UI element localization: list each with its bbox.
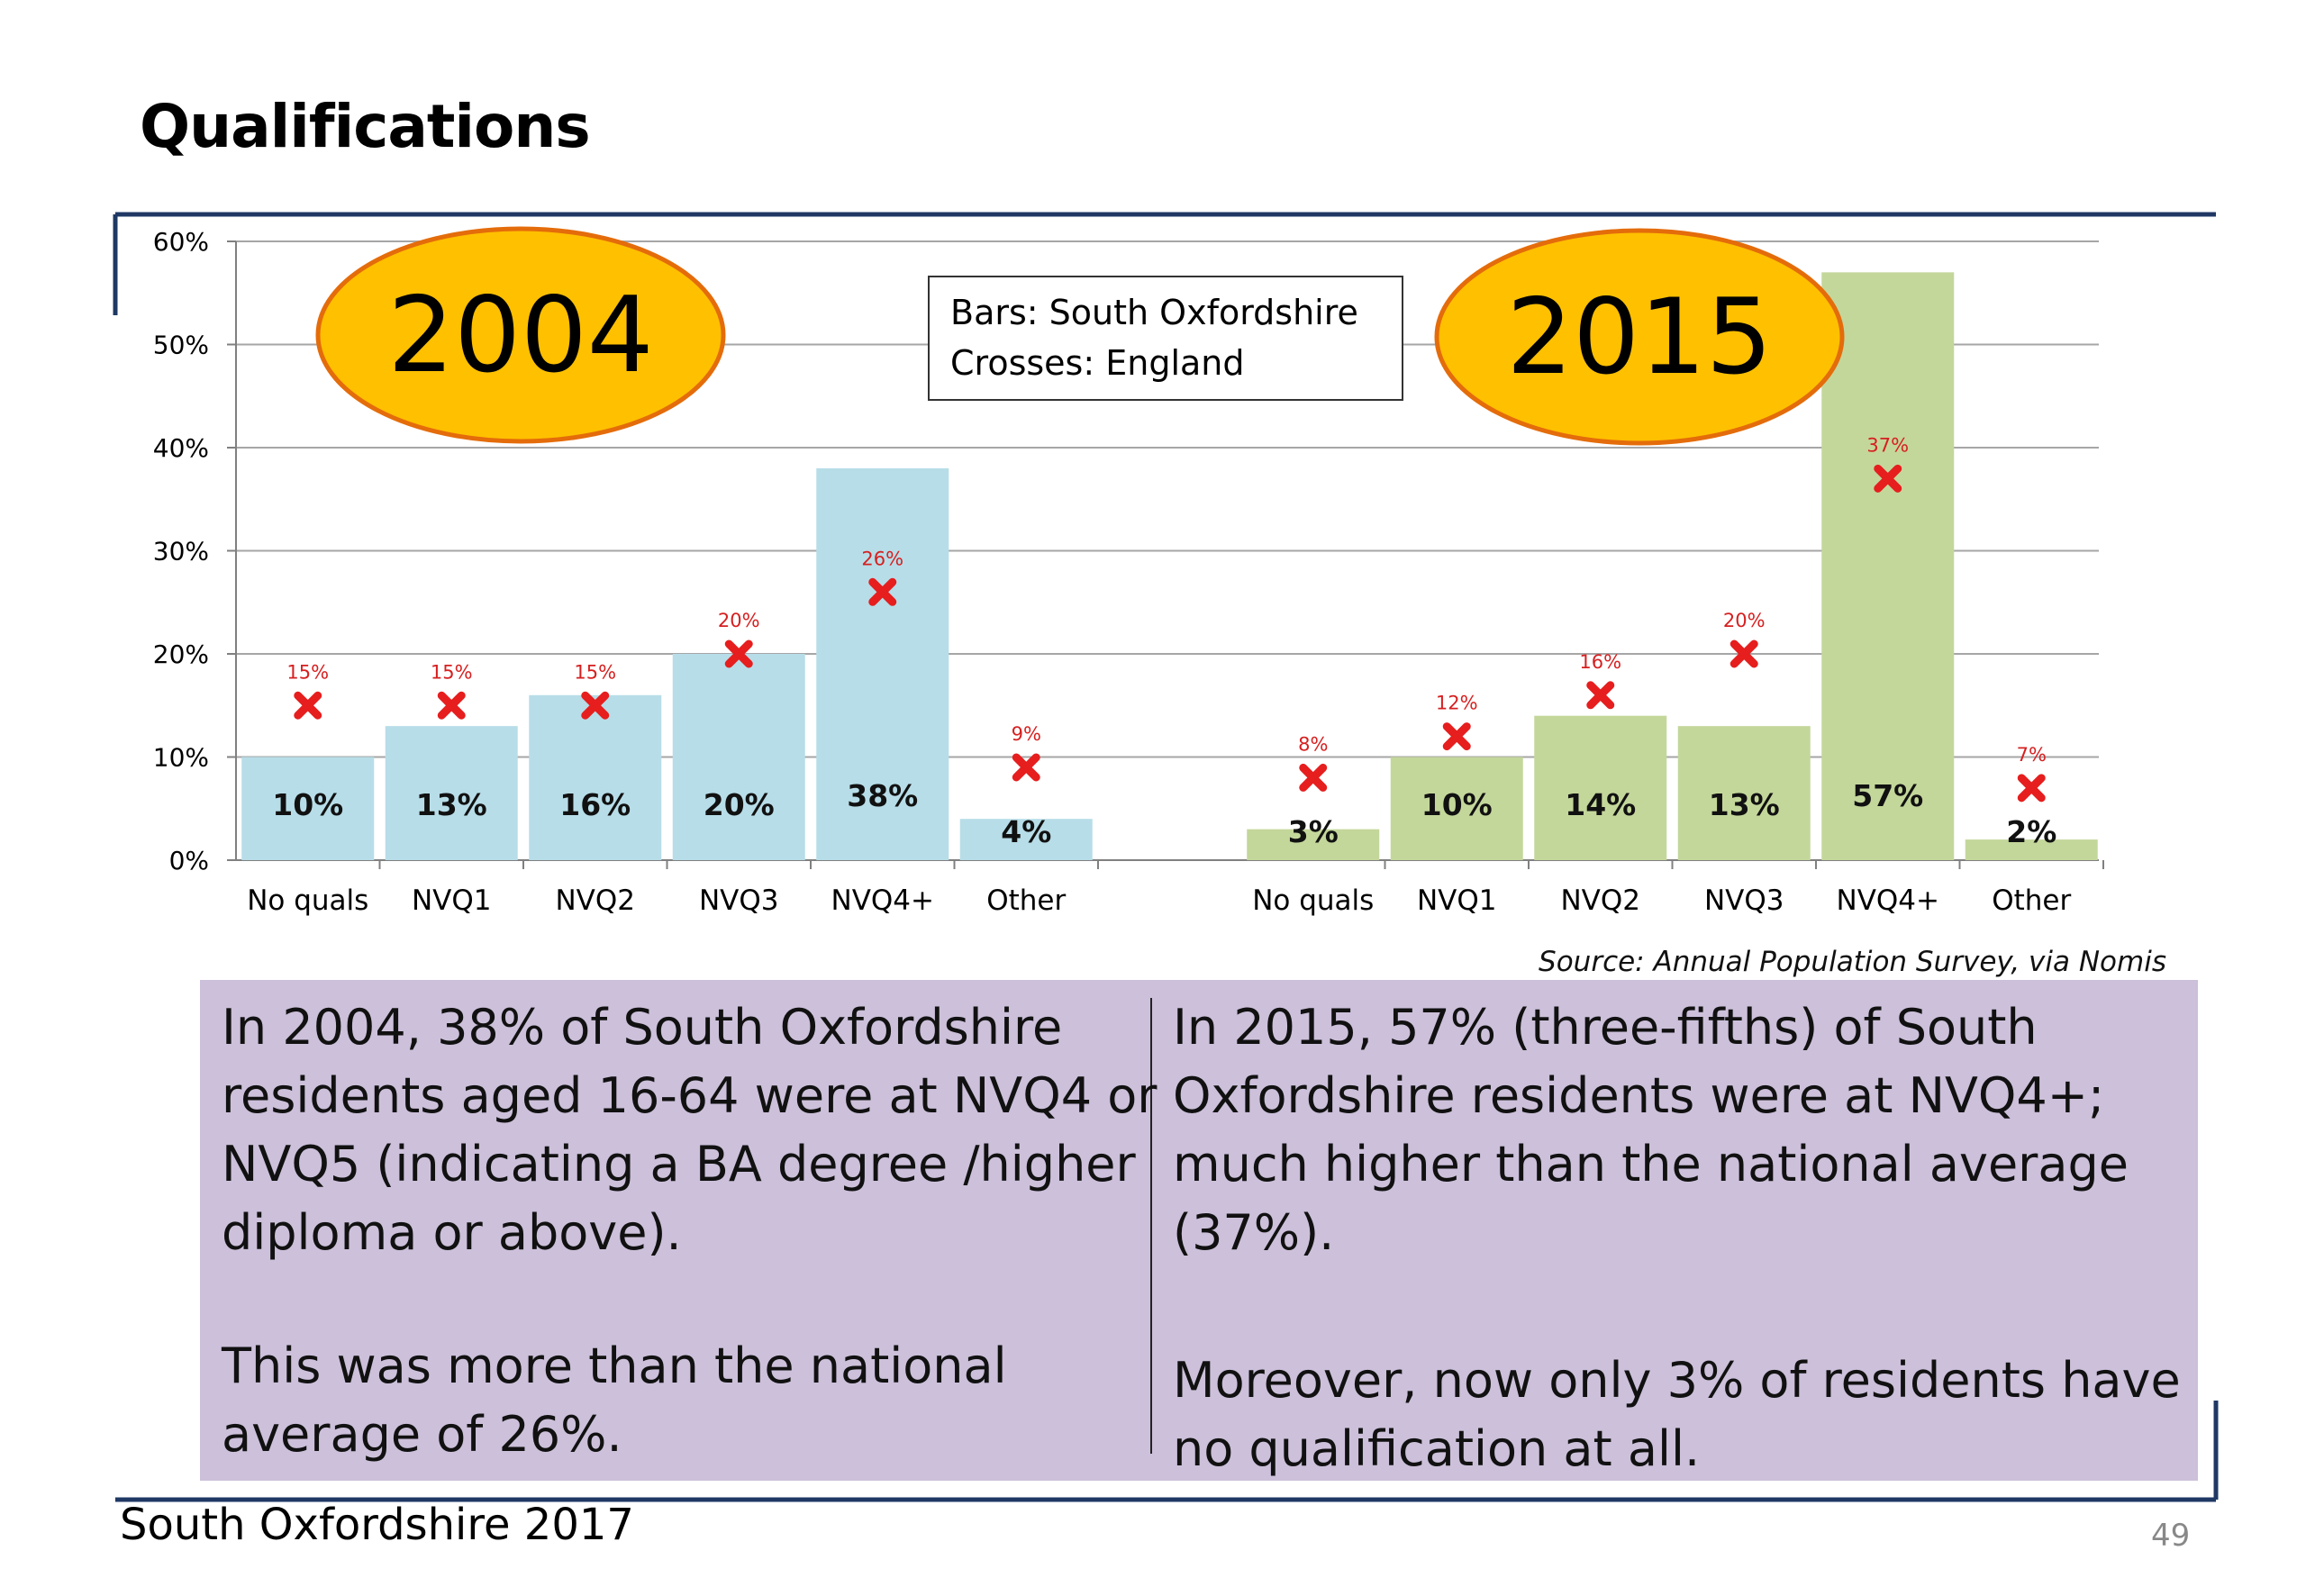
left-text-p2: This was more than the national average … xyxy=(222,1338,1007,1463)
england-value-label: 15% xyxy=(574,661,616,683)
right-text-p1: In 2015, 57% (three-fifths) of South Oxf… xyxy=(1173,999,2129,1261)
legend-crosses-label: Crosses: England xyxy=(950,343,1245,383)
england-cross-marker xyxy=(1012,753,1040,782)
bar-2004-nvq1 xyxy=(385,726,518,860)
bar-value-label: 10% xyxy=(272,787,343,822)
x-category-label: NVQ2 xyxy=(555,884,635,917)
bar-value-label: 57% xyxy=(1852,778,1923,813)
x-category-label: No quals xyxy=(247,884,368,917)
bar-value-label: 4% xyxy=(1001,814,1051,849)
bar-2004-no-quals xyxy=(241,757,375,860)
england-cross-marker xyxy=(437,691,466,720)
bar-2015-other xyxy=(1965,839,2098,860)
year-badge-label: 2015 xyxy=(1506,277,1772,398)
england-value-label: 9% xyxy=(1012,723,1041,745)
england-cross-marker xyxy=(724,639,753,668)
x-category-label: NVQ3 xyxy=(1704,884,1784,917)
england-cross-marker xyxy=(294,691,322,720)
y-tick-label: 30% xyxy=(153,537,209,567)
y-tick-label: 50% xyxy=(153,331,209,360)
page-number: 49 xyxy=(2151,1518,2191,1554)
england-cross-marker xyxy=(581,691,610,720)
bar-2004-nvq2 xyxy=(529,694,662,860)
england-cross-marker xyxy=(868,577,897,606)
x-category-label: NVQ1 xyxy=(1417,884,1497,917)
england-cross-marker xyxy=(1299,763,1328,792)
england-value-label: 15% xyxy=(431,661,473,683)
bar-value-label: 2% xyxy=(2006,814,2056,849)
england-value-label: 37% xyxy=(1866,434,1909,456)
bar-value-label: 10% xyxy=(1421,787,1493,822)
bar-value-label: 13% xyxy=(1709,787,1780,822)
x-category-label: Other xyxy=(986,884,1066,917)
england-cross-marker xyxy=(2017,774,2046,803)
england-value-label: 12% xyxy=(1436,693,1478,714)
bar-value-label: 14% xyxy=(1565,787,1636,822)
england-cross-marker xyxy=(1586,681,1615,710)
bar-2004-nvq3 xyxy=(672,654,805,860)
x-category-label: NVQ1 xyxy=(412,884,492,917)
bar-2015-no-quals xyxy=(1247,829,1380,860)
legend-bars-label: Bars: South Oxfordshire xyxy=(950,293,1358,332)
y-tick-label: 0% xyxy=(169,846,209,875)
x-category-label: NVQ3 xyxy=(699,884,779,917)
bar-2015-nvq3 xyxy=(1677,726,1811,860)
year-badge-2004 xyxy=(315,226,726,444)
england-value-label: 7% xyxy=(2017,744,2047,766)
england-value-label: 20% xyxy=(718,610,760,631)
bar-2004-nvq4- xyxy=(816,467,949,860)
bar-2015-nvq4- xyxy=(1821,272,1955,861)
bar-2015-nvq1 xyxy=(1390,757,1523,860)
x-category-label: Other xyxy=(1992,884,2071,917)
legend-box xyxy=(928,276,1403,401)
commentary-divider xyxy=(1150,998,1152,1454)
commentary-panel xyxy=(200,980,2198,1481)
year-badge-label: 2004 xyxy=(387,275,653,396)
bar-value-label: 16% xyxy=(559,787,631,822)
y-tick-label: 10% xyxy=(153,743,209,773)
england-cross-marker xyxy=(1874,464,1902,493)
england-cross-marker xyxy=(1730,639,1758,668)
england-value-label: 20% xyxy=(1723,610,1766,631)
right-text-p2: Moreover, now only 3% of residents have … xyxy=(1173,1352,2181,1477)
bar-value-label: 13% xyxy=(416,787,487,822)
england-value-label: 8% xyxy=(1298,733,1328,755)
x-category-label: NVQ2 xyxy=(1560,884,1640,917)
left-text-p1: In 2004, 38% of South Oxfordshire reside… xyxy=(222,999,1158,1261)
x-category-label: NVQ4+ xyxy=(831,884,935,917)
y-tick-label: 20% xyxy=(153,639,209,669)
year-badge-2015 xyxy=(1434,228,1845,446)
source-note: Source: Annual Population Survey, via No… xyxy=(1539,946,2166,978)
page-title: Qualifications xyxy=(140,92,591,161)
x-category-label: NVQ4+ xyxy=(1837,884,1940,917)
bar-value-label: 3% xyxy=(1288,814,1339,849)
bar-2015-nvq2 xyxy=(1534,715,1667,860)
england-cross-marker xyxy=(1442,722,1471,751)
y-tick-label: 40% xyxy=(153,433,209,463)
footer-label: South Oxfordshire 2017 xyxy=(120,1500,634,1550)
england-value-label: 26% xyxy=(861,548,903,569)
bar-value-label: 38% xyxy=(847,778,918,813)
y-tick-label: 60% xyxy=(153,227,209,257)
bar-2004-other xyxy=(959,819,1093,860)
england-value-label: 16% xyxy=(1579,651,1621,673)
x-category-label: No quals xyxy=(1252,884,1374,917)
england-value-label: 15% xyxy=(286,661,329,683)
bar-value-label: 20% xyxy=(704,787,775,822)
